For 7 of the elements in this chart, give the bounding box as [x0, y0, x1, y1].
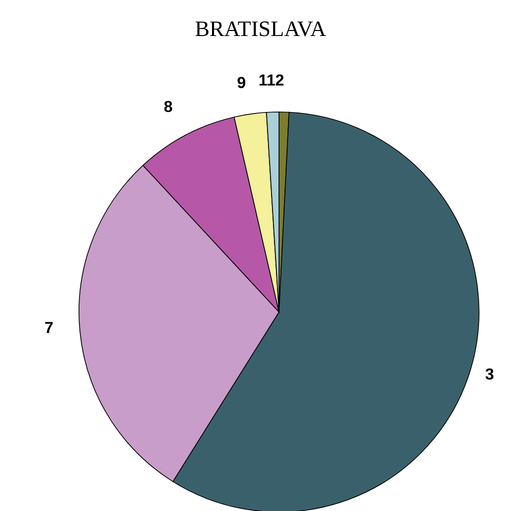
- slice-label: 8: [164, 98, 173, 116]
- slice-label: 3: [485, 366, 494, 384]
- slice-label: 9: [237, 74, 246, 92]
- slice-label: 11: [258, 72, 276, 90]
- chart-title: BRATISLAVA: [194, 16, 328, 42]
- slice-label: 7: [44, 320, 54, 337]
- slice-label: 2: [275, 72, 284, 90]
